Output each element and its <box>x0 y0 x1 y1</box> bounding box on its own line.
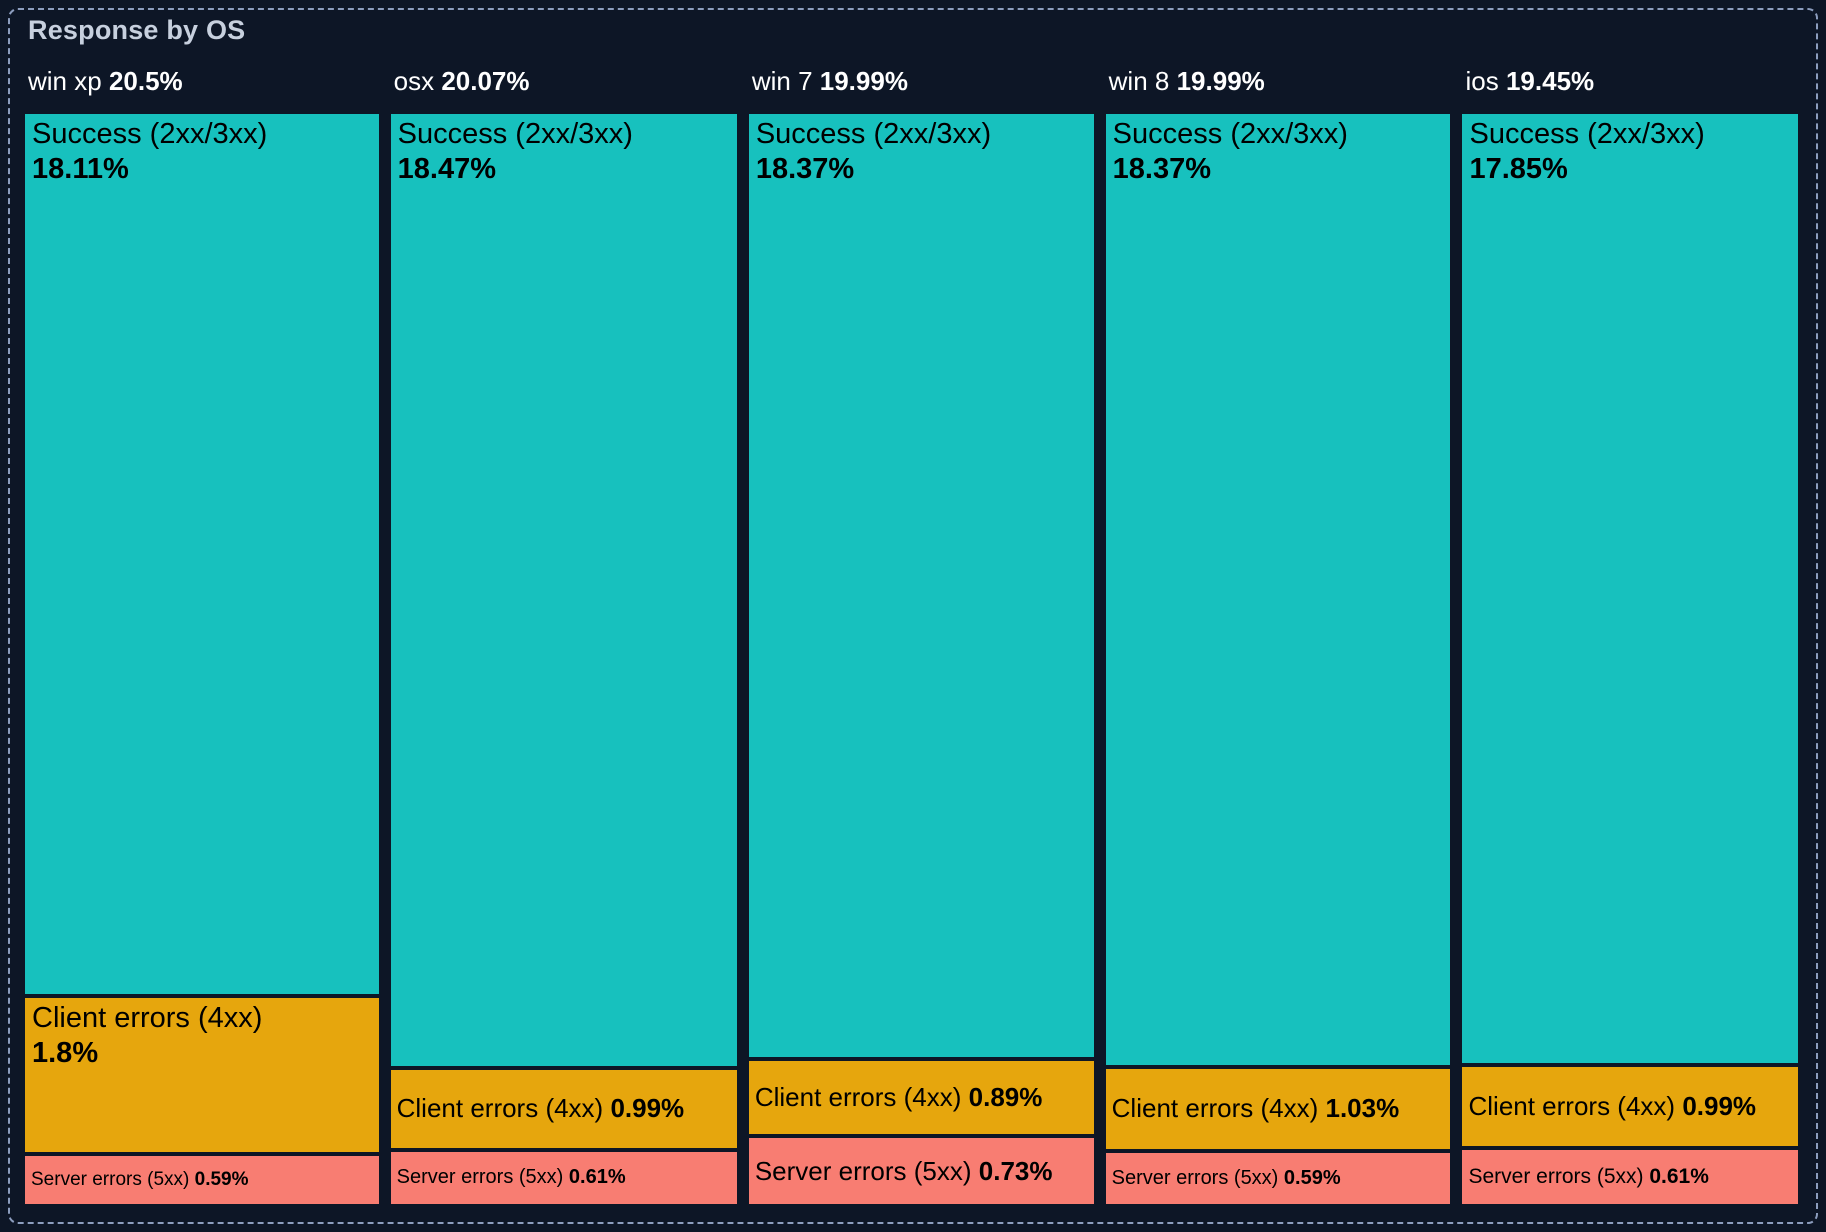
os-name: osx <box>393 66 435 96</box>
os-name: win 7 <box>751 66 813 96</box>
cell-label: Success (2xx/3xx) <box>1469 118 1705 150</box>
os-name: win 8 <box>1108 66 1170 96</box>
cell-label: Client errors (4xx) <box>1468 1090 1676 1121</box>
cell-percent: 0.61% <box>1649 1165 1709 1189</box>
panel-title: Response by OS <box>28 15 246 45</box>
treemap-column-osx: osx 20.07% Success (2xx/3xx) 18.47% Client … <box>390 66 737 1204</box>
cell-label: Success (2xx/3xx) <box>755 118 992 150</box>
cell-percent: 18.11% <box>32 153 129 185</box>
cell-label: Server errors (5xx) <box>31 1168 190 1190</box>
cell-percent: 18.37% <box>1112 153 1212 185</box>
treemap-cell-success[interactable]: Success (2xx/3xx) 17.85% <box>1462 114 1798 1063</box>
treemap-column-cells: Success (2xx/3xx) 18.47% Client errors (4x… <box>390 114 737 1204</box>
treemap-cell-success[interactable]: Success (2xx/3xx) 18.37% <box>748 114 1094 1058</box>
cell-percent: 1.8% <box>32 1037 99 1070</box>
treemap-cell-success[interactable]: Success (2xx/3xx) 18.47% <box>390 114 737 1066</box>
treemap-cell-success[interactable]: Success (2xx/3xx) 18.37% <box>1105 114 1451 1065</box>
os-total-percent: 20.5% <box>108 66 183 96</box>
cell-label: Success (2xx/3xx) <box>32 118 268 150</box>
treemap-cell-success[interactable]: Success (2xx/3xx) 18.11% <box>25 114 379 995</box>
treemap-os-label[interactable]: ios 19.45% <box>1462 66 1798 96</box>
panel-selection-border <box>8 8 1818 1224</box>
os-total-percent: 19.99% <box>1176 66 1265 96</box>
cell-label: Server errors (5xx) <box>396 1166 564 1189</box>
os-total-percent: 19.99% <box>819 66 908 96</box>
cell-label: Client errors (4xx) <box>754 1082 962 1113</box>
cell-label: Server errors (5xx) <box>1468 1165 1644 1189</box>
cell-percent: 18.37% <box>755 153 855 185</box>
treemap-os-label[interactable]: osx 20.07% <box>391 66 737 96</box>
treemap-cell-server_errors[interactable]: Server errors (5xx) 0.59% <box>25 1155 379 1204</box>
treemap-column-cells: Success (2xx/3xx) 17.85% Client errors (4x… <box>1462 114 1798 1204</box>
treemap-column-cells: Success (2xx/3xx) 18.37% Client errors (4x… <box>1105 114 1451 1204</box>
treemap-cell-client_errors[interactable]: Client errors (4xx) 1.8% <box>25 998 379 1152</box>
treemap-column-ios: ios 19.45% Success (2xx/3xx) 17.85% Client … <box>1462 66 1798 1204</box>
cell-percent: 17.85% <box>1469 153 1568 185</box>
cell-label: Client errors (4xx) <box>1111 1093 1319 1124</box>
cell-percent: 18.47% <box>397 153 496 185</box>
treemap-cell-client_errors[interactable]: Client errors (4xx) 0.89% <box>748 1061 1094 1135</box>
cell-percent: 0.89% <box>968 1082 1043 1113</box>
treemap-column-cells: Success (2xx/3xx) 18.37% Client errors (4x… <box>748 114 1094 1204</box>
cell-label: Success (2xx/3xx) <box>1112 118 1348 150</box>
cell-label: Server errors (5xx) <box>754 1155 972 1186</box>
treemap-column-win-7: win 7 19.99% Success (2xx/3xx) 18.37% Clien… <box>748 66 1094 1204</box>
cell-label: Server errors (5xx) <box>1111 1166 1279 1189</box>
treemap-cell-server_errors[interactable]: Server errors (5xx) 0.59% <box>1105 1152 1451 1204</box>
cell-label: Success (2xx/3xx) <box>397 118 633 150</box>
cell-label: Client errors (4xx) <box>32 1002 263 1035</box>
cell-percent: 0.59% <box>1283 1166 1341 1189</box>
treemap-cell-server_errors[interactable]: Server errors (5xx) 0.61% <box>390 1151 737 1204</box>
treemap-os-label[interactable]: win xp 20.5% <box>25 66 379 96</box>
os-total-percent: 20.07% <box>441 66 530 96</box>
cell-percent: 0.99% <box>610 1093 685 1124</box>
cell-percent: 0.59% <box>194 1168 249 1190</box>
os-total-percent: 19.45% <box>1505 66 1595 96</box>
cell-percent: 1.03% <box>1325 1093 1400 1124</box>
treemap-column-win-8: win 8 19.99% Success (2xx/3xx) 18.37% Clien… <box>1105 66 1451 1204</box>
cell-percent: 0.61% <box>568 1166 626 1189</box>
cell-percent: 0.99% <box>1682 1090 1757 1121</box>
treemap-cell-client_errors[interactable]: Client errors (4xx) 0.99% <box>1462 1066 1798 1147</box>
treemap-cell-server_errors[interactable]: Server errors (5xx) 0.73% <box>748 1138 1094 1204</box>
treemap-cell-client_errors[interactable]: Client errors (4xx) 0.99% <box>390 1069 737 1148</box>
treemap-cell-client_errors[interactable]: Client errors (4xx) 1.03% <box>1105 1068 1451 1149</box>
treemap: win xp 20.5% Success (2xx/3xx) 18.11% Clien… <box>25 66 1798 1204</box>
os-name: win xp <box>28 66 102 96</box>
os-name: ios <box>1465 66 1499 96</box>
cell-label: Client errors (4xx) <box>396 1093 604 1124</box>
cell-percent: 0.73% <box>978 1155 1053 1186</box>
treemap-cell-server_errors[interactable]: Server errors (5xx) 0.61% <box>1462 1150 1798 1204</box>
treemap-column-cells: Success (2xx/3xx) 18.11% Client errors (4x… <box>25 114 379 1204</box>
treemap-os-label[interactable]: win 7 19.99% <box>749 66 1094 96</box>
treemap-os-label[interactable]: win 8 19.99% <box>1106 66 1451 96</box>
treemap-column-win-xp: win xp 20.5% Success (2xx/3xx) 18.11% Clien… <box>25 66 379 1204</box>
